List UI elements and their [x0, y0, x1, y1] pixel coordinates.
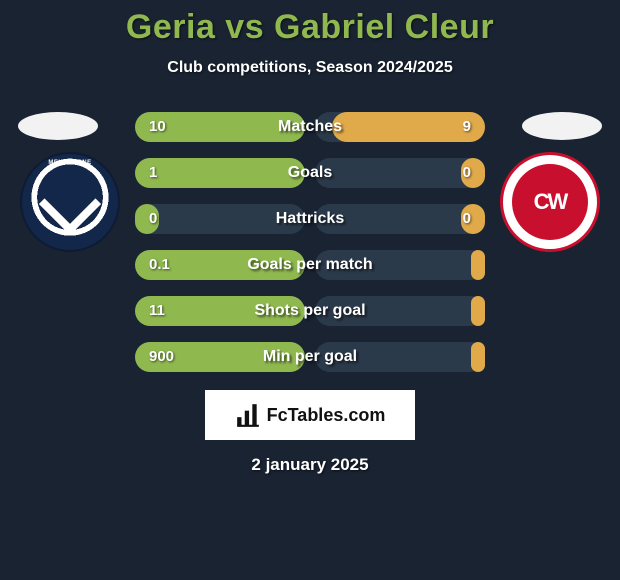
root: Geria vs Gabriel Cleur Club competitions… — [0, 0, 620, 77]
stats-column: 109Matches 10Goals 00Hattricks 0.1Goals per… — [135, 112, 485, 388]
crest-text: CW — [534, 189, 567, 215]
stat-label: Shots per goal — [135, 296, 485, 326]
stat-row: 900Min per goal — [135, 342, 485, 372]
crest-inner: CW — [512, 164, 588, 240]
stat-row: 00Hattricks — [135, 204, 485, 234]
crest-text: MELBOURNE — [20, 160, 120, 166]
stat-label: Min per goal — [135, 342, 485, 372]
stat-row: 109Matches — [135, 112, 485, 142]
player-right-oval — [522, 112, 602, 140]
brand-badge: FcTables.com — [205, 390, 415, 440]
brand-text: FcTables.com — [267, 405, 386, 426]
player-left-oval — [18, 112, 98, 140]
player-left-crest: MELBOURNE — [20, 152, 120, 252]
stat-label: Goals per match — [135, 250, 485, 280]
stat-label: Hattricks — [135, 204, 485, 234]
stat-row: 0.1Goals per match — [135, 250, 485, 280]
stat-label: Matches — [135, 112, 485, 142]
player-right-crest: CW — [500, 152, 600, 252]
subtitle: Club competitions, Season 2024/2025 — [0, 59, 620, 77]
stat-row: 10Goals — [135, 158, 485, 188]
stat-row: 11Shots per goal — [135, 296, 485, 326]
page-title: Geria vs Gabriel Cleur — [0, 8, 620, 47]
stat-label: Goals — [135, 158, 485, 188]
bar-chart-icon — [235, 402, 261, 428]
snapshot-date: 2 january 2025 — [0, 455, 620, 475]
